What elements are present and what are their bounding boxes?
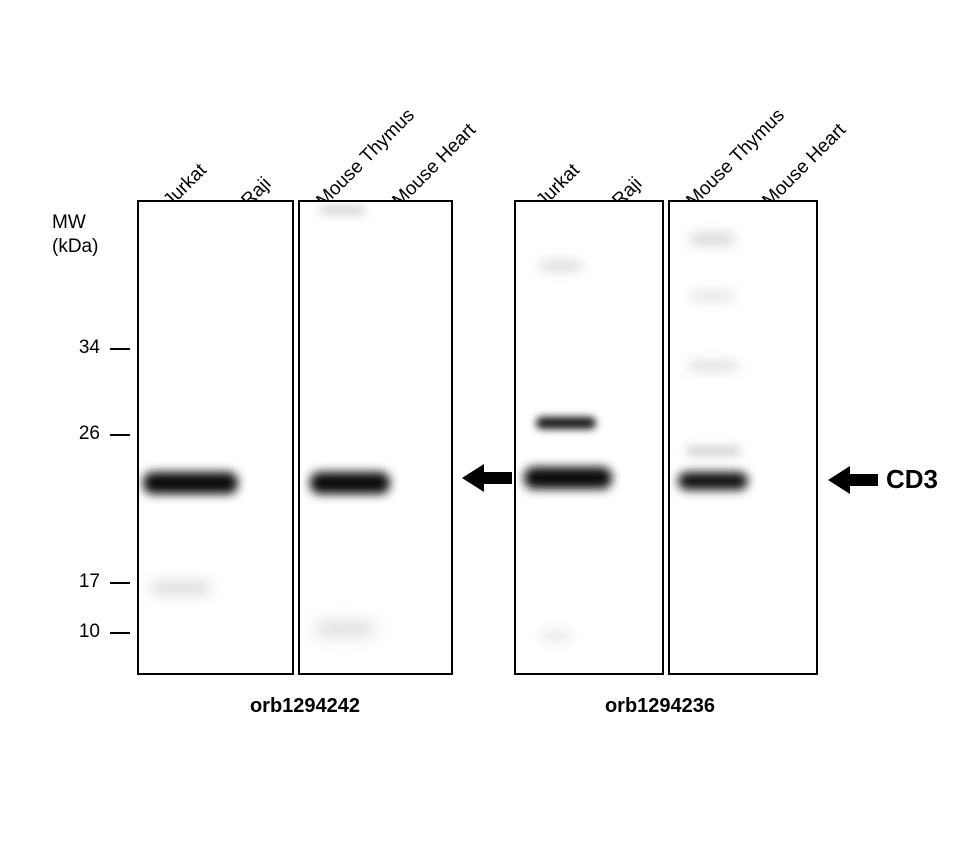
mw-tick-mark: [110, 632, 130, 634]
band-arrow: CD3: [828, 464, 938, 495]
protein-band: [688, 362, 738, 370]
blot-panel: [668, 200, 818, 675]
band-arrow: [462, 464, 512, 492]
protein-band: [320, 207, 365, 213]
arrow-label: CD3: [886, 464, 938, 495]
protein-band: [540, 262, 582, 270]
antibody-id-label: orb1294242: [205, 695, 405, 718]
protein-band: [541, 632, 571, 640]
protein-band: [151, 582, 211, 594]
mw-tick-label: 10: [79, 621, 100, 643]
protein-band: [690, 292, 735, 300]
antibody-id-label: orb1294236: [560, 695, 760, 718]
blot-panel: [137, 200, 294, 675]
blot-panel: [298, 200, 453, 675]
protein-band: [524, 467, 612, 489]
mw-tick-mark: [110, 434, 130, 436]
blot-panel: [514, 200, 664, 675]
mw-tick-label: 34: [79, 337, 100, 359]
protein-band: [690, 234, 735, 244]
mw-label: MW: [52, 212, 86, 234]
protein-band: [536, 417, 596, 429]
protein-band: [678, 472, 748, 490]
protein-band: [686, 447, 741, 455]
mw-tick-label: 26: [79, 423, 100, 445]
mw-tick-mark: [110, 348, 130, 350]
protein-band: [315, 622, 375, 636]
protein-band: [310, 472, 390, 494]
mw-tick-mark: [110, 582, 130, 584]
protein-band: [143, 472, 238, 494]
western-blot-figure: MW (kDa) 34261710 JurkatRajiMouse Thymus…: [0, 0, 980, 860]
mw-unit: (kDa): [52, 236, 98, 258]
mw-tick-label: 17: [79, 571, 100, 593]
